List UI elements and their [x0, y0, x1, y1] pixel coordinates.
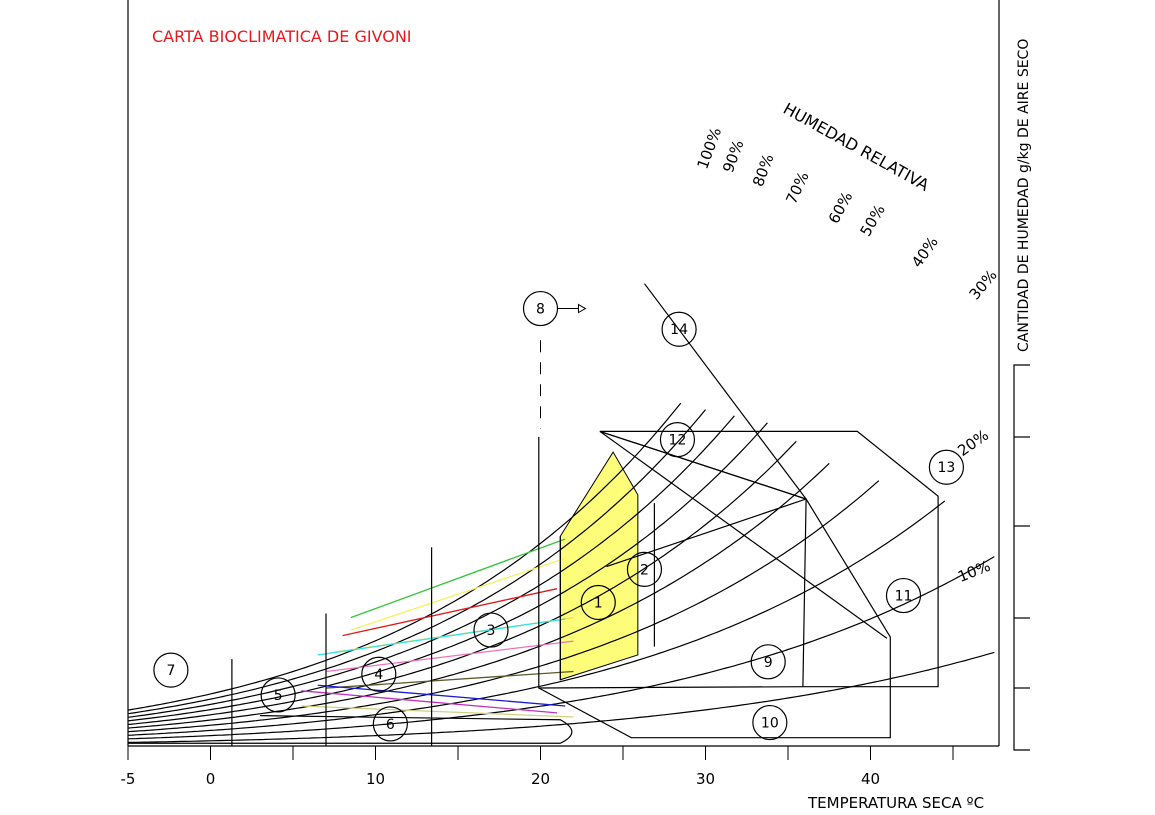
zone-12-boundary — [644, 283, 807, 500]
zone-label-1: 1 — [594, 595, 603, 611]
zone-label-13: 13 — [937, 460, 955, 476]
zone-circle-7 — [153, 652, 189, 688]
zone-label-11: 11 — [895, 589, 913, 605]
zone-circle-14 — [661, 311, 697, 347]
zone-circle-4 — [361, 656, 397, 692]
zone-circle-1 — [580, 584, 616, 621]
series-line-5 — [317, 618, 566, 656]
humidity-scale-bar — [1013, 364, 1030, 751]
zone-circle-5 — [260, 677, 296, 713]
x-tick-label: 0 — [206, 770, 216, 788]
zone-circle-13 — [928, 449, 965, 485]
rh-curve-20 — [127, 556, 995, 740]
zone-label-9: 9 — [764, 655, 773, 671]
zone-circle-6 — [372, 706, 408, 742]
series-line-10 — [301, 705, 574, 718]
zone-6-boundary — [128, 715, 573, 744]
zone-circle-11 — [885, 577, 922, 614]
x-axis-title: TEMPERATURA SECA ºC — [807, 794, 984, 812]
x-tick-label: 40 — [861, 770, 880, 788]
zone-11-boundary — [599, 430, 939, 688]
zone-label-14: 14 — [670, 322, 688, 338]
series-line-8 — [317, 684, 566, 707]
zone-label-4: 4 — [374, 667, 383, 683]
x-tick-label: -5 — [121, 770, 136, 788]
zone-circle-9 — [750, 644, 786, 680]
rh-curve-90 — [127, 409, 706, 715]
rh-curve-70 — [127, 422, 768, 722]
zone-label-3: 3 — [487, 623, 496, 639]
zone-circle-8 — [522, 290, 559, 327]
x-tick-label: 20 — [531, 770, 550, 788]
y-axis-title: CANTIDAD DE HUMEDAD g/kg DE AIRE SECO — [1016, 39, 1032, 352]
zone-circle-12 — [659, 422, 696, 458]
zone-label-7: 7 — [166, 663, 175, 679]
series-line-3 — [342, 588, 558, 637]
zone-circle-3 — [473, 612, 509, 648]
series-line-2 — [350, 557, 566, 631]
series-line-9 — [301, 690, 558, 714]
zone-label-12: 12 — [669, 433, 687, 449]
chart-title: CARTA BIOCLIMATICA DE GIVONI — [152, 27, 412, 46]
rh-curve-30 — [127, 500, 946, 736]
zone-circle-10 — [752, 704, 788, 741]
rh-curve-50 — [127, 462, 830, 729]
zone-label-5: 5 — [274, 688, 283, 704]
zone-circle-2 — [626, 551, 663, 587]
x-tick-label: 10 — [366, 770, 385, 788]
zone-label-2: 2 — [640, 562, 649, 578]
zone-edge-diagonal — [606, 498, 807, 568]
zone-label-8: 8 — [536, 302, 545, 318]
x-tick-label: 30 — [696, 770, 715, 788]
zone-9-diagonal — [599, 430, 888, 639]
series-line-6 — [325, 640, 574, 673]
rh-curve-100 — [127, 402, 682, 711]
zone-label-10: 10 — [761, 716, 779, 732]
zone-label-6: 6 — [386, 717, 395, 733]
zone-8-arrowhead — [577, 303, 587, 314]
series-line-1 — [350, 538, 566, 619]
series-line-7 — [325, 670, 574, 689]
